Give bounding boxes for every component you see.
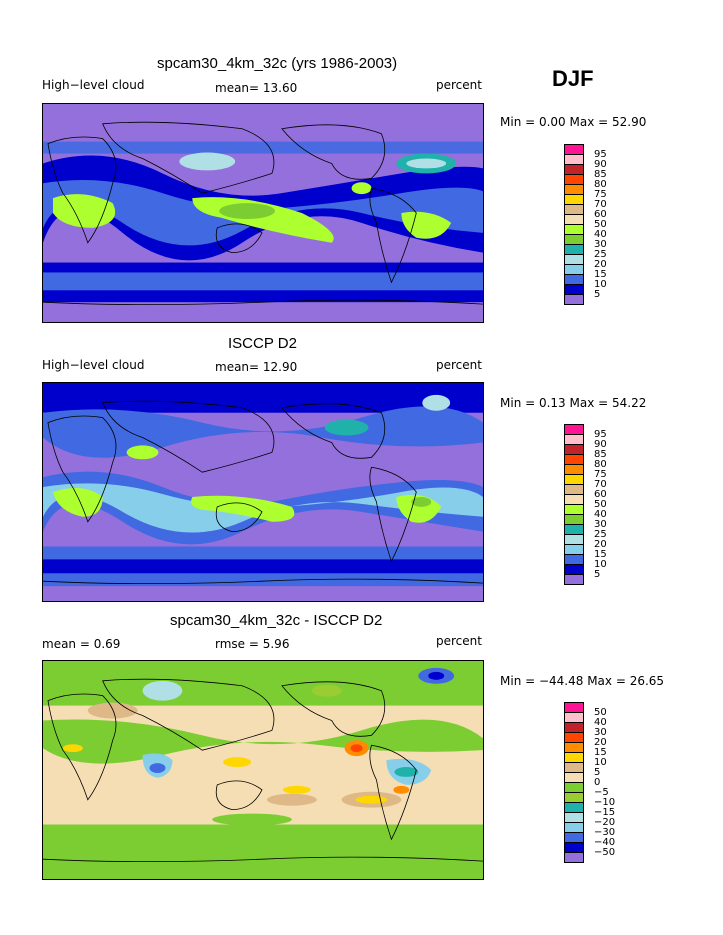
- legend-label: 25: [594, 529, 607, 540]
- legend-label: 70: [594, 199, 607, 210]
- legend-label: 60: [594, 489, 607, 500]
- legend-label: 85: [594, 449, 607, 460]
- legend-label: 30: [594, 239, 607, 250]
- legend-label: 85: [594, 169, 607, 180]
- legend-label: 30: [594, 727, 607, 738]
- legend-label: 95: [594, 429, 607, 440]
- legend-label: 50: [594, 707, 607, 718]
- legend-label: −10: [594, 797, 616, 808]
- legend-label: 5: [594, 767, 601, 778]
- legend-label: 50: [594, 499, 607, 510]
- panel-2-legend: 95 90 85 80 75 70 60 50 40 30 25 20 15 10 5: [564, 424, 607, 585]
- legend-swatch: [564, 574, 584, 585]
- season-label: DJF: [552, 66, 594, 91]
- legend-label: 75: [594, 469, 607, 480]
- legend-label: 90: [594, 439, 607, 450]
- panel-2-map: [42, 382, 484, 602]
- legend-label: 50: [594, 219, 607, 230]
- panel-2-variable-label: High−level cloud: [42, 358, 145, 372]
- panel-2-mean-label: mean= 12.90: [215, 360, 298, 374]
- legend-label: 0: [594, 777, 601, 788]
- legend-label: 10: [594, 757, 607, 768]
- legend-label: 15: [594, 549, 607, 560]
- panel-3-min-max: Min = −44.48 Max = 26.65: [500, 674, 665, 688]
- legend-label: 10: [594, 279, 607, 290]
- legend-swatch: [564, 852, 584, 863]
- legend-label: 20: [594, 539, 607, 550]
- panel-1-variable-label: High−level cloud: [42, 78, 145, 92]
- legend-label: 40: [594, 509, 607, 520]
- legend-label: 70: [594, 479, 607, 490]
- legend-label: 20: [594, 259, 607, 270]
- legend-label: −30: [594, 827, 616, 838]
- panel-2-units: percent: [436, 358, 482, 372]
- legend-swatch: [564, 294, 584, 305]
- panel-1-units: percent: [436, 78, 482, 92]
- legend-label: 10: [594, 559, 607, 570]
- legend-label: −50: [594, 847, 616, 858]
- panel-3-title: spcam30_4km_32c - ISCCP D2: [170, 612, 383, 629]
- panel-3-mean-label: mean = 0.69: [42, 637, 121, 651]
- legend-label: 60: [594, 209, 607, 220]
- panel-3-map: [42, 660, 484, 880]
- legend-label: 15: [594, 269, 607, 280]
- panel-1-legend: 95 90 85 80 75 70 60 50 40 30 25 20 15 10 5: [564, 144, 607, 305]
- panel-1-map: [42, 103, 484, 323]
- panel-1-mean-label: mean= 13.60: [215, 81, 298, 95]
- panel-1-min-max: Min = 0.00 Max = 52.90: [500, 115, 647, 129]
- legend-label: 95: [594, 149, 607, 160]
- legend-label: 80: [594, 179, 607, 190]
- legend-label: −20: [594, 817, 616, 828]
- panel-3-rmse-label: rmse = 5.96: [215, 637, 290, 651]
- panel-3-legend: 50 40 30 20 15 10 5 0 −5 −10 −15 −20 −30 −40 −50: [564, 702, 615, 863]
- legend-label: 5: [594, 569, 601, 580]
- panel-2-map-graphic: [43, 383, 483, 601]
- legend-label: 30: [594, 519, 607, 530]
- legend-label: 25: [594, 249, 607, 260]
- legend-label: 20: [594, 737, 607, 748]
- panel-3-units: percent: [436, 634, 482, 648]
- legend-label: −40: [594, 837, 616, 848]
- legend-label: 80: [594, 459, 607, 470]
- legend-label: 15: [594, 747, 607, 758]
- panel-1-map-graphic: [43, 104, 483, 322]
- panel-2-min-max: Min = 0.13 Max = 54.22: [500, 396, 647, 410]
- panel-1-title: spcam30_4km_32c (yrs 1986-2003): [157, 55, 398, 72]
- legend-label: 40: [594, 229, 607, 240]
- legend-label: 5: [594, 289, 601, 300]
- legend-label: 90: [594, 159, 607, 170]
- legend-label: 40: [594, 717, 607, 728]
- legend-label: −5: [594, 787, 609, 798]
- legend-label: 75: [594, 189, 607, 200]
- panel-3-map-graphic: [43, 661, 483, 879]
- legend-label: −15: [594, 807, 616, 818]
- panel-2-title: ISCCP D2: [228, 335, 297, 352]
